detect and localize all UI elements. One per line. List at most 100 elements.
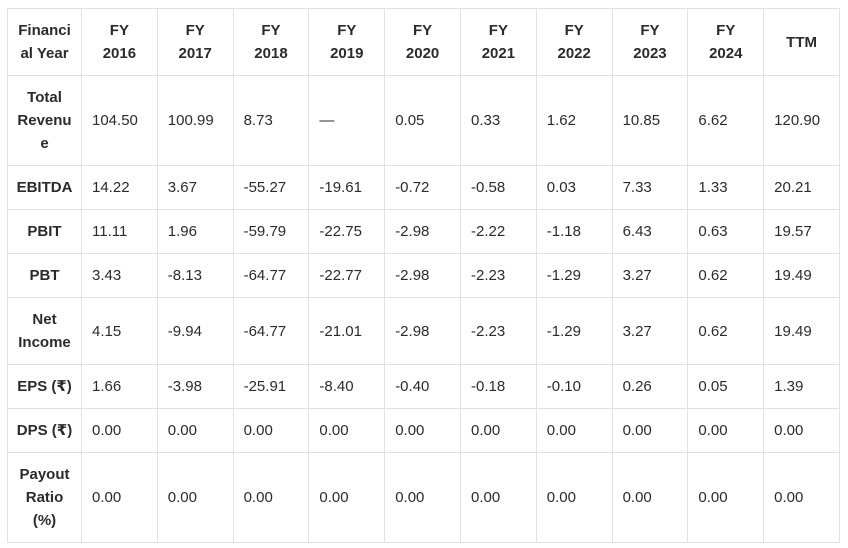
data-cell: 0.00 (308, 408, 386, 453)
data-cell: 3.67 (156, 165, 234, 210)
column-header-fy2018: FY 2018 (232, 8, 310, 76)
data-cell: 0.00 (81, 408, 158, 453)
table-row-ebitda: EBITDA 14.22 3.67 -55.27 -19.61 -0.72 -0… (7, 165, 840, 210)
row-label-net-income: Net Income (7, 297, 82, 365)
financial-year-table: Financial Year FY 2016 FY 2017 FY 2018 F… (7, 8, 840, 543)
row-label-pbt: PBT (7, 253, 82, 298)
column-header-fy2020: FY 2020 (384, 8, 461, 76)
data-cell: -2.23 (459, 253, 537, 298)
data-cell: 6.62 (687, 75, 765, 166)
data-cell: 14.22 (81, 165, 158, 210)
column-header-financial-year: Financial Year (7, 8, 82, 76)
data-cell: -3.98 (156, 364, 234, 409)
data-cell: 11.11 (81, 209, 158, 254)
data-cell: -25.91 (232, 364, 310, 409)
data-cell: -59.79 (232, 209, 310, 254)
data-cell: -9.94 (156, 297, 234, 365)
data-cell: -0.18 (459, 364, 537, 409)
data-cell: 1.96 (156, 209, 234, 254)
data-cell: 0.00 (763, 408, 840, 453)
data-cell: -21.01 (308, 297, 386, 365)
data-cell: 0.33 (459, 75, 537, 166)
data-cell: 7.33 (611, 165, 689, 210)
column-header-label: FY 2021 (481, 22, 516, 62)
column-header-label: FY 2017 (178, 22, 212, 62)
table-row-payout-ratio: Payout Ratio (%) 0.00 0.00 0.00 0.00 0.0… (7, 452, 840, 543)
column-header-fy2016: FY 2016 (81, 8, 158, 76)
column-header-fy2024: FY 2024 (687, 8, 765, 76)
row-label-eps: EPS (₹) (7, 364, 82, 409)
data-cell: — (308, 75, 386, 166)
table-row-pbt: PBT 3.43 -8.13 -64.77 -22.77 -2.98 -2.23… (7, 253, 840, 298)
data-cell: 0.00 (611, 452, 689, 543)
data-cell: 0.00 (232, 452, 310, 543)
data-cell: -2.98 (384, 209, 461, 254)
data-cell: 3.27 (611, 297, 689, 365)
table-row-total-revenue: Total Revenue 104.50 100.99 8.73 — 0.05 … (7, 75, 840, 166)
data-cell: -0.72 (384, 165, 461, 210)
data-cell: 104.50 (81, 75, 158, 166)
data-cell: -19.61 (308, 165, 386, 210)
row-label-ebitda: EBITDA (7, 165, 82, 210)
data-cell: 0.00 (535, 408, 613, 453)
data-cell: 0.00 (687, 452, 765, 543)
data-cell: -2.23 (459, 297, 537, 365)
data-cell: 0.00 (308, 452, 386, 543)
column-header-ttm: TTM (763, 8, 840, 76)
row-label-total-revenue: Total Revenue (7, 75, 82, 166)
data-cell: -1.29 (535, 253, 613, 298)
data-cell: -8.40 (308, 364, 386, 409)
table-row-pbit: PBIT 11.11 1.96 -59.79 -22.75 -2.98 -2.2… (7, 209, 840, 254)
data-cell: 1.66 (81, 364, 158, 409)
data-cell: 0.62 (687, 253, 765, 298)
data-cell: 0.00 (611, 408, 689, 453)
table-row-eps: EPS (₹) 1.66 -3.98 -25.91 -8.40 -0.40 -0… (7, 364, 840, 409)
column-header-label: FY 2016 (102, 22, 137, 62)
data-cell: -22.77 (308, 253, 386, 298)
data-cell: -8.13 (156, 253, 234, 298)
column-header-label: FY 2018 (254, 22, 288, 62)
data-cell: -64.77 (232, 253, 310, 298)
data-cell: 19.49 (763, 253, 840, 298)
data-cell: 0.00 (535, 452, 613, 543)
column-header-fy2022: FY 2022 (535, 8, 613, 76)
data-cell: 1.62 (535, 75, 613, 166)
data-cell: -0.40 (384, 364, 461, 409)
data-cell: 19.57 (763, 209, 840, 254)
column-header-label: FY 2020 (405, 22, 440, 62)
data-cell: 0.03 (535, 165, 613, 210)
data-cell: 0.00 (156, 408, 234, 453)
data-cell: 0.00 (687, 408, 765, 453)
data-cell: 4.15 (81, 297, 158, 365)
data-cell: 1.39 (763, 364, 840, 409)
data-cell: 1.33 (687, 165, 765, 210)
data-cell: 0.00 (232, 408, 310, 453)
data-cell: -2.22 (459, 209, 537, 254)
column-header-label: FY 2024 (709, 22, 743, 62)
data-cell: -1.29 (535, 297, 613, 365)
data-cell: 0.00 (384, 452, 461, 543)
data-cell: 0.62 (687, 297, 765, 365)
row-label-dps: DPS (₹) (7, 408, 82, 453)
data-cell: 0.00 (459, 452, 537, 543)
data-cell: 19.49 (763, 297, 840, 365)
table-row-dps: DPS (₹) 0.00 0.00 0.00 0.00 0.00 0.00 0.… (7, 408, 840, 453)
data-cell: 120.90 (763, 75, 840, 166)
data-cell: 0.00 (459, 408, 537, 453)
data-cell: 0.00 (156, 452, 234, 543)
data-cell: -0.58 (459, 165, 537, 210)
column-header-label: FY 2022 (557, 22, 591, 62)
data-cell: 100.99 (156, 75, 234, 166)
header-row: Financial Year FY 2016 FY 2017 FY 2018 F… (7, 8, 840, 76)
data-cell: 3.27 (611, 253, 689, 298)
column-header-fy2017: FY 2017 (156, 8, 234, 76)
data-cell: 8.73 (232, 75, 310, 166)
data-cell: 0.00 (763, 452, 840, 543)
row-label-payout-ratio: Payout Ratio (%) (7, 452, 82, 543)
data-cell: 0.00 (81, 452, 158, 543)
data-cell: -2.98 (384, 297, 461, 365)
data-cell: -1.18 (535, 209, 613, 254)
data-cell: -22.75 (308, 209, 386, 254)
data-cell: -55.27 (232, 165, 310, 210)
